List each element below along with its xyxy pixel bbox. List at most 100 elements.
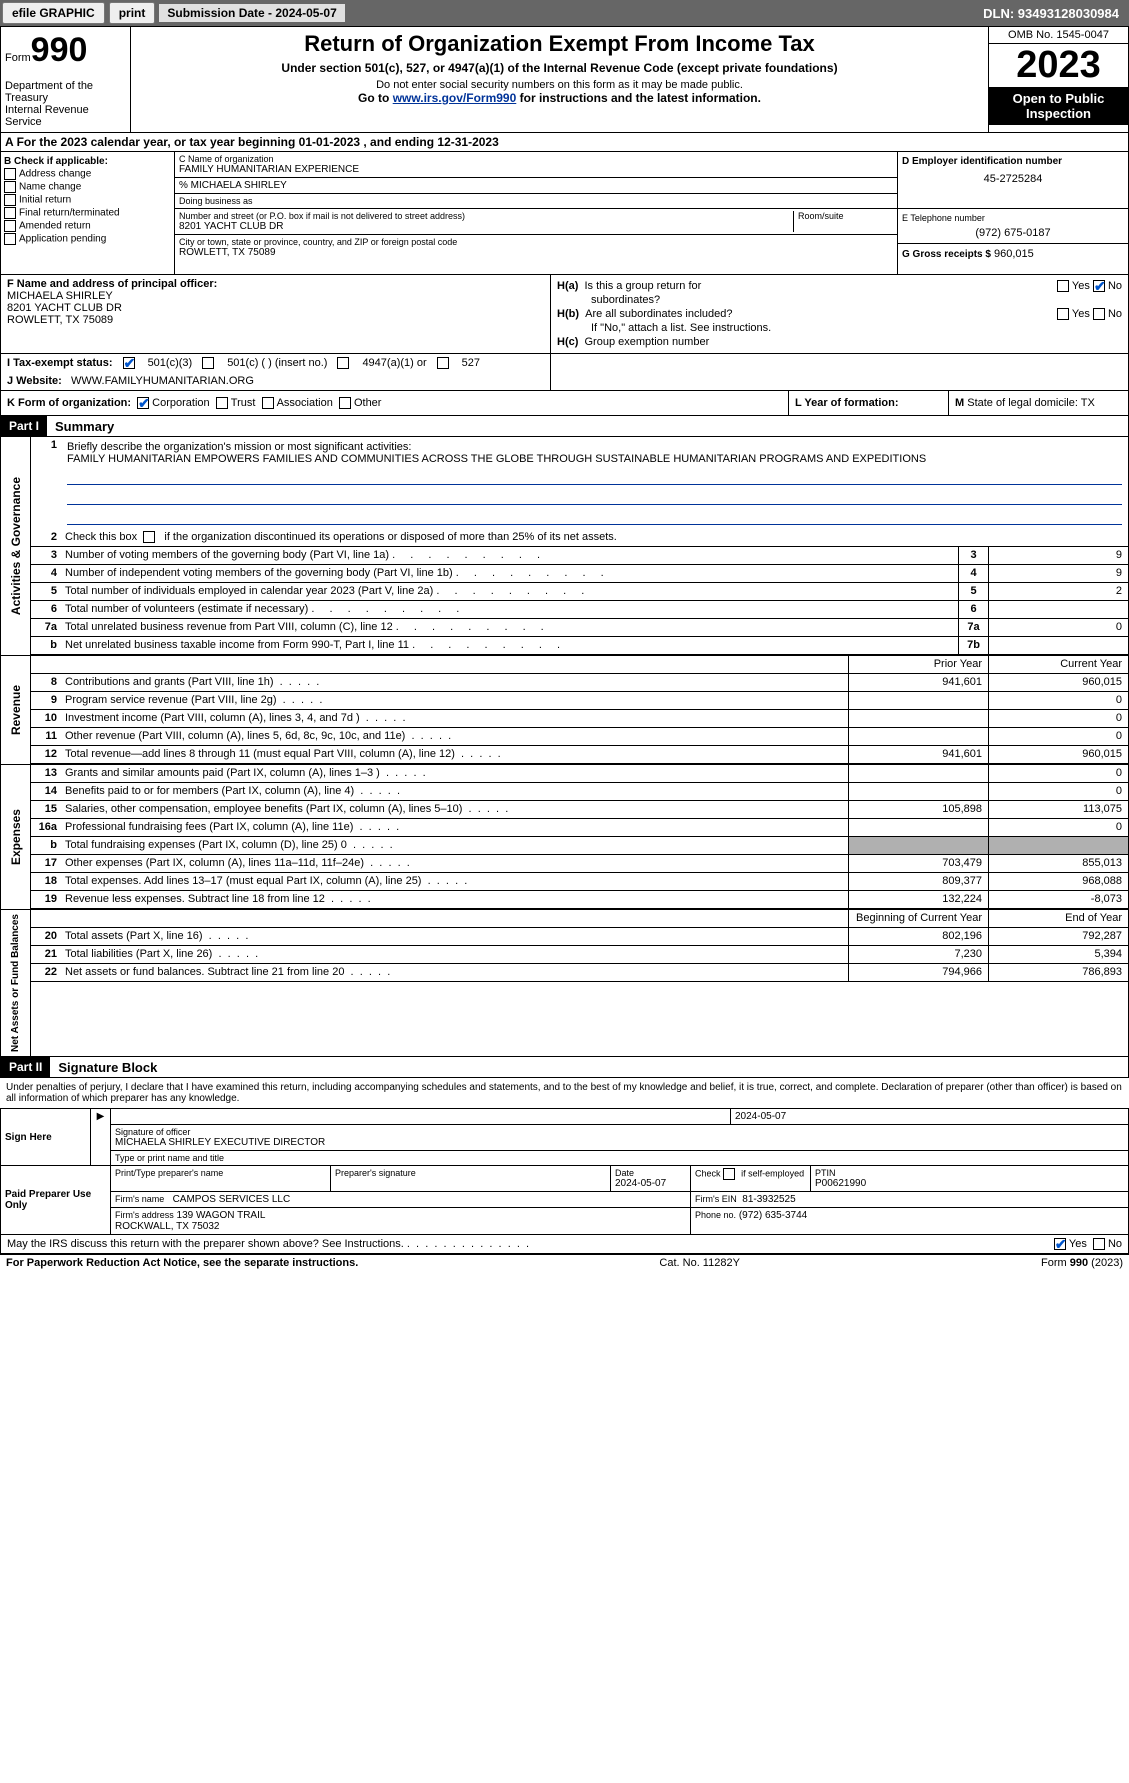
sign-arrow-icon: ▶ — [91, 1109, 111, 1166]
line-22-desc: Net assets or fund balances. Subtract li… — [61, 964, 848, 981]
cb-amended-return[interactable] — [4, 220, 16, 232]
line-15-prior: 105,898 — [848, 801, 988, 818]
box-h-continued — [551, 354, 1128, 390]
sig-officer-name: MICHAELA SHIRLEY EXECUTIVE DIRECTOR — [115, 1137, 1124, 1148]
line-19-current: -8,073 — [988, 891, 1128, 908]
line-17-desc: Other expenses (Part IX, column (A), lin… — [61, 855, 848, 872]
cb-hb-no[interactable] — [1093, 308, 1105, 320]
part1-title: Summary — [47, 419, 114, 434]
line-b-value — [988, 637, 1128, 654]
org-name: FAMILY HUMANITARIAN EXPERIENCE — [179, 164, 893, 175]
cb-discuss-no[interactable] — [1093, 1238, 1105, 1250]
cb-discuss-yes[interactable] — [1054, 1238, 1066, 1250]
firm-addr2: ROCKWALL, TX 75032 — [115, 1221, 220, 1232]
line-12-desc: Total revenue—add lines 8 through 11 (mu… — [61, 746, 848, 763]
line-7a-value: 0 — [988, 619, 1128, 636]
line-6-desc: Total number of volunteers (estimate if … — [61, 601, 958, 618]
street-label: Number and street (or P.O. box if mail i… — [179, 211, 793, 221]
cb-association[interactable] — [262, 397, 274, 409]
efile-button[interactable]: efile GRAPHIC — [2, 2, 105, 24]
cb-application-pending[interactable] — [4, 233, 16, 245]
cb-discontinued[interactable] — [143, 531, 155, 543]
sign-here-label: Sign Here — [1, 1109, 91, 1166]
form-header: Form990 Department of the Treasury Inter… — [0, 26, 1129, 133]
print-button[interactable]: print — [109, 2, 156, 24]
sig-type-label: Type or print name and title — [115, 1153, 1124, 1163]
line-4-desc: Number of independent voting members of … — [61, 565, 958, 582]
street-address: 8201 YACHT CLUB DR — [179, 221, 793, 232]
form-title: Return of Organization Exempt From Incom… — [135, 31, 984, 57]
cb-final-return[interactable] — [4, 207, 16, 219]
cb-corporation[interactable] — [137, 397, 149, 409]
line-3-value: 9 — [988, 547, 1128, 564]
cb-hb-yes[interactable] — [1057, 308, 1069, 320]
line-5-desc: Total number of individuals employed in … — [61, 583, 958, 600]
line-9-prior — [848, 692, 988, 709]
part2-header: Part II — [1, 1057, 50, 1077]
line2-discontinued: Check this box if the organization disco… — [61, 529, 1128, 546]
topbar: efile GRAPHIC print Submission Date - 20… — [0, 0, 1129, 26]
firm-addr1: 139 WAGON TRAIL — [177, 1210, 266, 1221]
box-f-officer: F Name and address of principal officer:… — [1, 275, 551, 353]
cb-initial-return[interactable] — [4, 194, 16, 206]
line-15-desc: Salaries, other compensation, employee b… — [61, 801, 848, 818]
cb-ha-yes[interactable] — [1057, 280, 1069, 292]
open-to-public: Open to Public Inspection — [989, 87, 1128, 125]
box-b-check-applicable: B Check if applicable: Address change Na… — [1, 152, 175, 274]
line-21-current: 5,394 — [988, 946, 1128, 963]
col-end-year: End of Year — [988, 910, 1128, 927]
form-number: Form990 — [5, 31, 126, 70]
box-g-receipts: G Gross receipts $ 960,015 — [898, 244, 1128, 274]
line-4-value: 9 — [988, 565, 1128, 582]
dba-label: Doing business as — [179, 196, 893, 206]
line-13-desc: Grants and similar amounts paid (Part IX… — [61, 765, 848, 782]
city-state-zip: ROWLETT, TX 75089 — [179, 247, 457, 258]
cb-4947[interactable] — [337, 357, 349, 369]
cb-address-change[interactable] — [4, 168, 16, 180]
sig-officer-label: Signature of officer — [115, 1127, 1124, 1137]
firm-phone: (972) 635-3744 — [739, 1210, 807, 1221]
line-b-desc: Total fundraising expenses (Part IX, col… — [61, 837, 848, 854]
prep-name-label: Print/Type preparer's name — [115, 1168, 326, 1178]
line-11-prior — [848, 728, 988, 745]
line-17-prior: 703,479 — [848, 855, 988, 872]
line-b-current — [988, 837, 1128, 854]
tax-year: 2023 — [989, 44, 1128, 87]
line-13-prior — [848, 765, 988, 782]
line-16a-current: 0 — [988, 819, 1128, 836]
cb-self-employed[interactable] — [723, 1168, 735, 1180]
cb-other[interactable] — [339, 397, 351, 409]
line-16a-prior — [848, 819, 988, 836]
part1-header: Part I — [1, 416, 47, 436]
line-20-desc: Total assets (Part X, line 16) . . . . . — [61, 928, 848, 945]
cb-trust[interactable] — [216, 397, 228, 409]
line-19-desc: Revenue less expenses. Subtract line 18 … — [61, 891, 848, 908]
line-20-prior: 802,196 — [848, 928, 988, 945]
irs-link[interactable]: www.irs.gov/Form990 — [393, 91, 517, 105]
row-m-domicile: M State of legal domicile: TX — [948, 391, 1128, 415]
line-11-desc: Other revenue (Part VIII, column (A), li… — [61, 728, 848, 745]
line-14-prior — [848, 783, 988, 800]
cb-name-change[interactable] — [4, 181, 16, 193]
label-activities-governance: Activities & Governance — [7, 473, 25, 619]
cb-527[interactable] — [437, 357, 449, 369]
line-14-desc: Benefits paid to or for members (Part IX… — [61, 783, 848, 800]
line-22-current: 786,893 — [988, 964, 1128, 981]
cb-501c[interactable] — [202, 357, 214, 369]
col-current-year: Current Year — [988, 656, 1128, 673]
line-15-current: 113,075 — [988, 801, 1128, 818]
footer-paperwork: For Paperwork Reduction Act Notice, see … — [6, 1257, 358, 1269]
box-e-phone: E Telephone number (972) 675-0187 — [898, 209, 1128, 244]
cb-501c3[interactable] — [123, 357, 135, 369]
form-subtitle: Under section 501(c), 527, or 4947(a)(1)… — [135, 61, 984, 75]
line-18-current: 968,088 — [988, 873, 1128, 890]
cb-ha-no[interactable] — [1093, 280, 1105, 292]
sig-date: 2024-05-07 — [731, 1109, 1129, 1125]
footer-form: Form 990 (2023) — [1041, 1257, 1123, 1269]
line-6-value — [988, 601, 1128, 618]
line-b-prior — [848, 837, 988, 854]
dept-treasury: Department of the Treasury Internal Reve… — [5, 80, 126, 128]
col-prior-year: Prior Year — [848, 656, 988, 673]
dln: DLN: 93493128030984 — [983, 6, 1127, 21]
line-18-prior: 809,377 — [848, 873, 988, 890]
